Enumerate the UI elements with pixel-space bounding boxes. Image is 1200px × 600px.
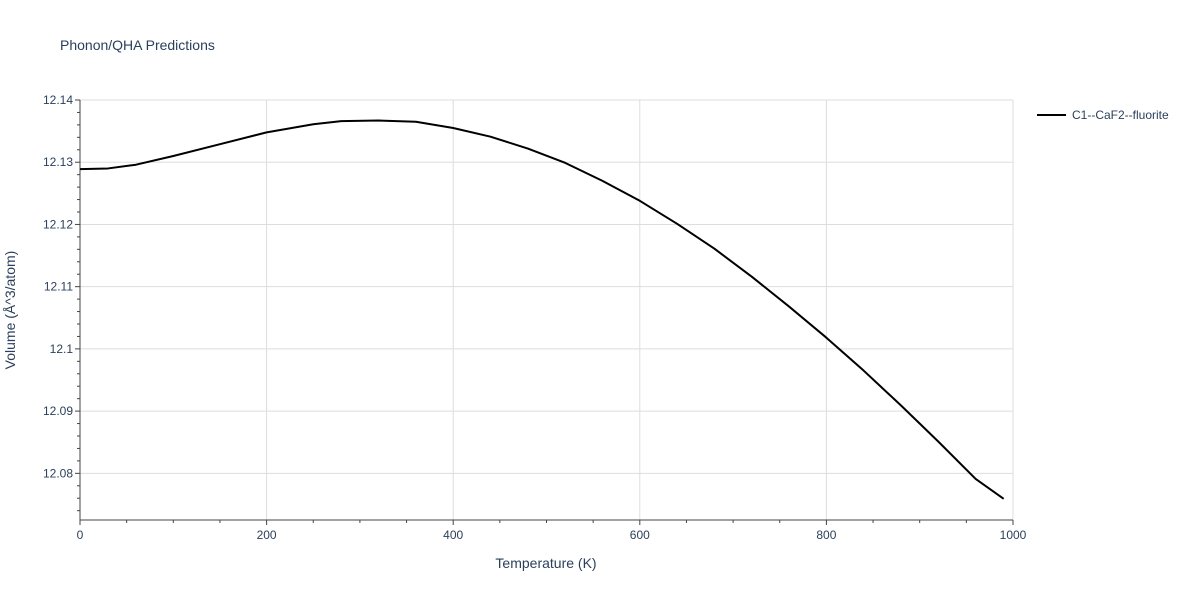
y-tick-label: 12.1 [50,342,74,356]
legend-item[interactable]: C1--CaF2--fluorite [1037,108,1169,122]
y-tick-label: 12.13 [43,155,73,169]
x-tick-label: 200 [257,528,277,542]
series-line [79,119,1005,500]
x-axis-title: Temperature (K) [495,555,596,571]
y-tick-label: 12.11 [44,280,73,294]
legend-label: C1--CaF2--fluorite [1072,108,1169,122]
y-tick-label: 12.09 [43,404,73,418]
y-tick-label: 12.14 [43,93,73,107]
y-tick-label: 12.08 [43,466,73,480]
x-tick-label: 0 [77,528,84,542]
x-tick-label: 1000 [1000,528,1027,542]
series-layer [79,119,1005,500]
y-tick-label: 12.12 [43,217,73,231]
x-tick-label: 600 [630,528,650,542]
chart-title: Phonon/QHA Predictions [60,37,215,53]
legend[interactable]: C1--CaF2--fluorite [1037,108,1169,122]
x-tick-label: 800 [816,528,836,542]
y-axis-title: Volume (Å^3/atom) [2,251,18,370]
axes: 0 200 400 600 800 1000 12.08 12.09 12.1 12.11 12.1… [43,93,1027,542]
grid [80,99,1014,520]
x-tick-label: 400 [443,528,463,542]
